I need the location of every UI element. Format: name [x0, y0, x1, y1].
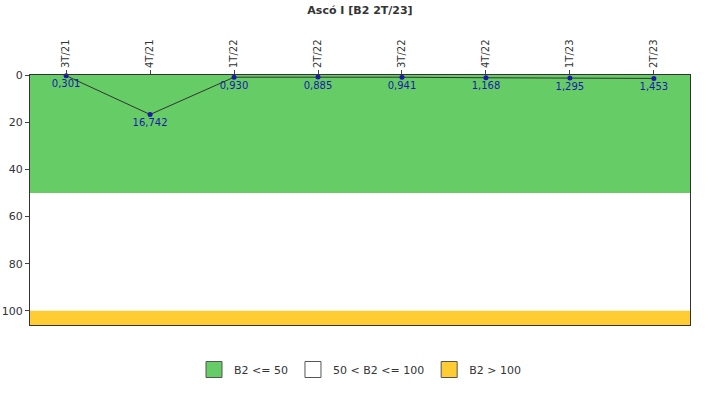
svg-text:16,742: 16,742	[133, 117, 168, 128]
svg-text:4T/22: 4T/22	[480, 39, 491, 68]
svg-text:3T/22: 3T/22	[396, 39, 407, 68]
svg-text:2T/23: 2T/23	[648, 39, 659, 68]
svg-text:1,295: 1,295	[556, 81, 585, 92]
svg-text:1,168: 1,168	[472, 80, 501, 91]
svg-text:100: 100	[2, 305, 23, 318]
svg-text:50 < B2 <= 100: 50 < B2 <= 100	[333, 364, 424, 377]
svg-text:2T/22: 2T/22	[312, 39, 323, 68]
svg-text:B2 > 100: B2 > 100	[469, 364, 521, 377]
svg-text:1T/23: 1T/23	[564, 39, 575, 68]
svg-text:B2 <= 50: B2 <= 50	[234, 364, 288, 377]
svg-text:4T/21: 4T/21	[144, 39, 155, 68]
svg-text:0,941: 0,941	[388, 80, 417, 91]
svg-text:40: 40	[9, 163, 23, 176]
svg-text:0,301: 0,301	[52, 78, 81, 89]
svg-text:0: 0	[16, 69, 23, 82]
svg-text:3T/21: 3T/21	[60, 39, 71, 68]
svg-text:0,930: 0,930	[220, 80, 249, 91]
svg-text:20: 20	[9, 116, 23, 129]
svg-text:0,885: 0,885	[304, 80, 333, 91]
svg-text:80: 80	[9, 258, 23, 271]
svg-text:1,453: 1,453	[640, 81, 669, 92]
svg-text:Ascó I [B2 2T/23]: Ascó I [B2 2T/23]	[307, 4, 412, 17]
svg-text:1T/22: 1T/22	[228, 39, 239, 68]
svg-text:60: 60	[9, 210, 23, 223]
